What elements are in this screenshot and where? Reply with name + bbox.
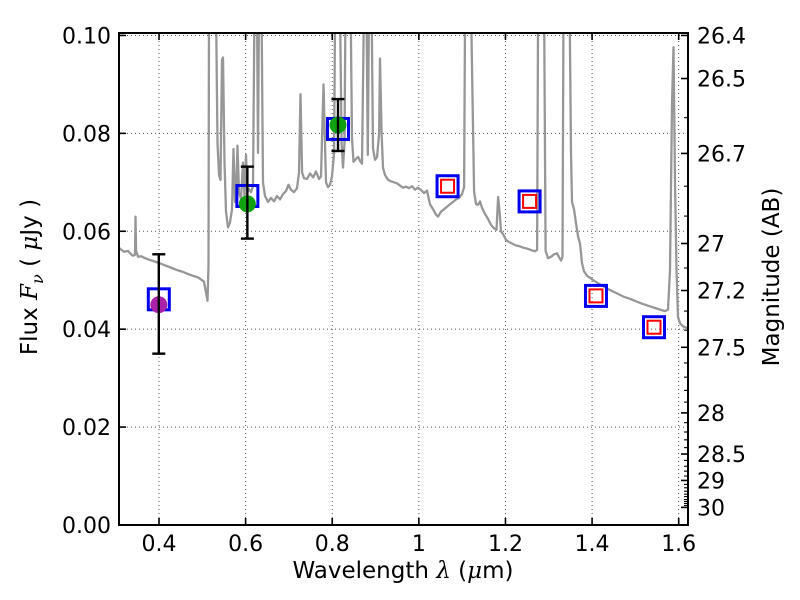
x-tick-label: 1.6 (661, 532, 696, 557)
x-tick-label: 0.8 (315, 532, 350, 557)
limit-square-red (522, 193, 538, 209)
axis-ticks (119, 33, 688, 526)
y-tick-label-right: 26.7 (697, 142, 746, 167)
limit-square-red (646, 319, 662, 335)
spectrum-line (119, 33, 688, 330)
label-segment: ( (450, 558, 468, 584)
y-tick-label-left: 0.02 (62, 416, 111, 441)
y-tick-label-left: 0.06 (62, 220, 111, 245)
label-segment: ( (17, 250, 44, 275)
limit-square-blue (435, 174, 460, 199)
error-bar (240, 165, 254, 240)
label-segment: Wavelength (292, 558, 437, 584)
axis-frame (118, 32, 689, 526)
y-axis-label-right: Magnitude (AB) (759, 187, 785, 367)
y-tick-label-left: 0.00 (62, 514, 111, 539)
y-tick-label-left: 0.04 (62, 318, 111, 343)
limit-square-red (440, 178, 456, 194)
y-tick-label-right: 29 (697, 469, 725, 494)
x-tick-label: 1 (412, 532, 426, 557)
x-axis-label: Wavelength λ (μm) (293, 558, 514, 584)
label-segment: F (17, 283, 44, 300)
y-tick-label-right: 30 (697, 496, 725, 521)
y-tick-label-left: 0.10 (62, 24, 111, 49)
limit-square-blue (642, 315, 667, 340)
y-tick-label-right: 26.4 (697, 24, 746, 49)
tick-labels: 0.4 0.6 0.8 1 1.2 1.4 1.6 0.00 0.02 0.04 0.06 0.08 0… (62, 24, 746, 557)
label-segment: Jy ) (17, 198, 44, 236)
photometry-markers (146, 97, 667, 355)
label-segment: ν (27, 274, 47, 284)
limit-square-blue (517, 189, 542, 214)
label-segment: λ (436, 558, 451, 584)
x-tick-label: 0.6 (228, 532, 263, 557)
label-segment: μ (17, 235, 44, 251)
y-tick-label-left: 0.08 (62, 122, 111, 147)
label-segment: μ (467, 558, 483, 584)
y-tick-label-right: 27.2 (697, 280, 746, 305)
label-segment: Flux (17, 299, 44, 356)
x-tick-label: 1.2 (488, 532, 523, 557)
y-tick-label-right: 28.5 (697, 443, 746, 468)
spectrum-group (119, 33, 688, 330)
y-tick-label-right: 27 (697, 233, 725, 258)
error-bar (152, 253, 166, 355)
x-tick-label: 0.4 (142, 532, 177, 557)
limit-square-red (588, 288, 604, 304)
y-tick-label-right: 26.5 (697, 68, 746, 93)
gridlines (119, 33, 688, 525)
label-segment: m) (482, 558, 514, 584)
y-tick-label-right: 28 (697, 402, 725, 427)
y-tick-label-right: 27.5 (697, 336, 746, 361)
x-tick-label: 1.4 (575, 532, 610, 557)
limit-square-blue (583, 283, 608, 308)
y-axis-label-left: Flux Fν ( μJy ) (17, 199, 47, 355)
error-bar (331, 97, 345, 153)
